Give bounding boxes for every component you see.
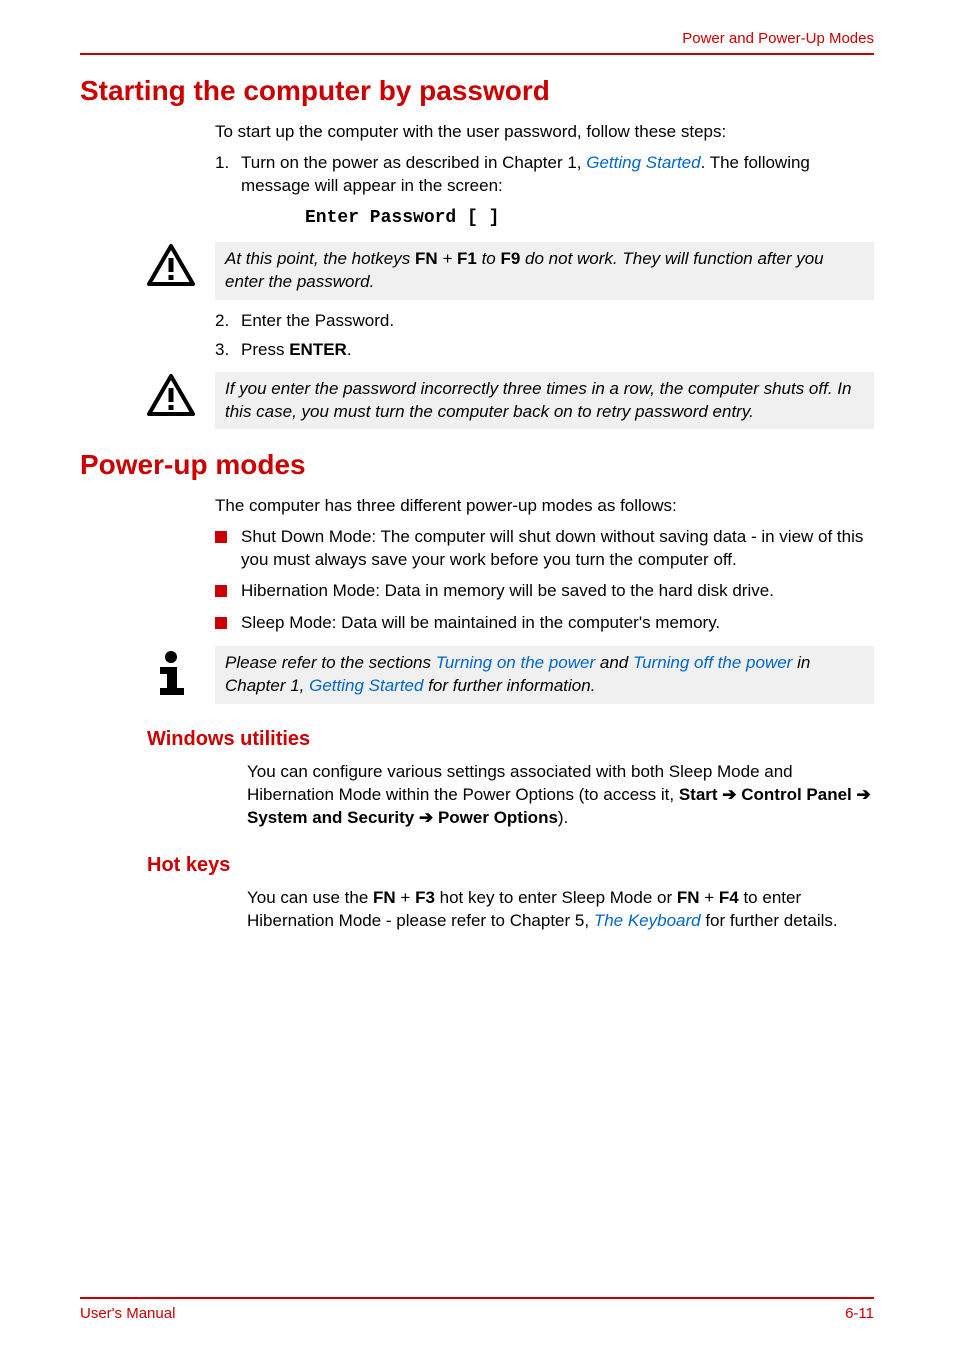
- step1-num: 1.: [215, 152, 241, 198]
- sub2-fn2: FN: [677, 888, 700, 907]
- bullet1: Shut Down Mode: The computer will shut d…: [215, 526, 874, 572]
- section2-intro: The computer has three different power-u…: [215, 495, 874, 518]
- getting-started-link-2[interactable]: Getting Started: [309, 676, 423, 695]
- bullet2-text: Hibernation Mode: Data in memory will be…: [241, 580, 774, 604]
- step2-num: 2.: [215, 310, 241, 333]
- step2: 2. Enter the Password.: [215, 310, 874, 333]
- step1-text-a: Turn on the power as described in Chapte…: [241, 153, 586, 172]
- code-enter-password: Enter Password [ ]: [305, 208, 874, 228]
- section2-heading: Power-up modes: [80, 449, 874, 481]
- footer-left: User's Manual: [80, 1305, 175, 1322]
- step3-a: Press: [241, 340, 289, 359]
- step3-b: .: [347, 340, 352, 359]
- sub1-cp: Control Panel: [741, 785, 852, 804]
- caution1-f1: F1: [457, 249, 477, 268]
- section1-intro: To start up the computer with the user p…: [215, 121, 874, 144]
- footer-right: 6-11: [845, 1305, 874, 1322]
- windows-utilities-heading: Windows utilities: [147, 728, 874, 751]
- sub1-ss: System and Security: [247, 808, 414, 827]
- caution1-to: to: [477, 249, 501, 268]
- arrow-icon: ➔: [414, 808, 438, 827]
- step3-text: Press ENTER.: [241, 339, 352, 362]
- arrow-icon: ➔: [718, 785, 742, 804]
- caution1-content: At this point, the hotkeys FN + F1 to F9…: [215, 242, 874, 300]
- caution2-content: If you enter the password incorrectly th…: [215, 372, 874, 430]
- sub1-start: Start: [679, 785, 718, 804]
- caution-callout-2: If you enter the password incorrectly th…: [147, 372, 874, 430]
- info-a: Please refer to the sections: [225, 653, 436, 672]
- sub2-plus1: +: [396, 888, 415, 907]
- getting-started-link[interactable]: Getting Started: [586, 153, 700, 172]
- bullet1-text: Shut Down Mode: The computer will shut d…: [241, 526, 874, 572]
- sub2-f4: F4: [719, 888, 739, 907]
- windows-utilities-text: You can configure various settings assoc…: [247, 761, 874, 830]
- hot-keys-heading: Hot keys: [147, 854, 874, 877]
- section1-heading: Starting the computer by password: [80, 75, 874, 107]
- bullet-square-icon: [215, 526, 241, 572]
- info-content: Please refer to the sections Turning on …: [215, 646, 874, 704]
- step3-enter: ENTER: [289, 340, 347, 359]
- sub2-a: You can use the: [247, 888, 373, 907]
- sub2-d: for further details.: [701, 911, 838, 930]
- caution1-fn: FN: [415, 249, 438, 268]
- sub2-f3: F3: [415, 888, 435, 907]
- step1-text: Turn on the power as described in Chapte…: [241, 152, 874, 198]
- bullet3-text: Sleep Mode: Data will be maintained in t…: [241, 612, 720, 636]
- sub1-po: Power Options: [438, 808, 558, 827]
- caution-icon-2: [147, 374, 195, 421]
- bullet3: Sleep Mode: Data will be maintained in t…: [215, 612, 874, 636]
- turning-on-link[interactable]: Turning on the power: [436, 653, 595, 672]
- info-c: for further information.: [423, 676, 595, 695]
- footer: User's Manual 6-11: [80, 1297, 874, 1322]
- turning-off-link[interactable]: Turning off the power: [633, 653, 792, 672]
- caution-callout-1: At this point, the hotkeys FN + F1 to F9…: [147, 242, 874, 300]
- caution1-f9: F9: [500, 249, 520, 268]
- footer-rule: [80, 1297, 874, 1299]
- step2-text: Enter the Password.: [241, 310, 394, 333]
- info-and: and: [595, 653, 633, 672]
- caution1-a: At this point, the hotkeys: [225, 249, 415, 268]
- bullet-square-icon: [215, 612, 241, 636]
- bullet-square-icon: [215, 580, 241, 604]
- arrow-icon: ➔: [852, 785, 871, 804]
- sub2-b: hot key to enter Sleep Mode or: [435, 888, 677, 907]
- sub2-fn1: FN: [373, 888, 396, 907]
- sub2-plus2: +: [700, 888, 719, 907]
- info-icon: [147, 648, 195, 701]
- header-rule: [80, 53, 874, 55]
- hot-keys-text: You can use the FN + F3 hot key to enter…: [247, 887, 874, 933]
- info-callout: Please refer to the sections Turning on …: [147, 646, 874, 704]
- keyboard-link[interactable]: The Keyboard: [594, 911, 701, 930]
- step1: 1. Turn on the power as described in Cha…: [215, 152, 874, 198]
- step3: 3. Press ENTER.: [215, 339, 874, 362]
- header-right-text: Power and Power-Up Modes: [80, 30, 874, 53]
- caution-icon: [147, 244, 195, 291]
- step3-num: 3.: [215, 339, 241, 362]
- sub1-b: ).: [558, 808, 568, 827]
- bullet2: Hibernation Mode: Data in memory will be…: [215, 580, 874, 604]
- caution1-plus: +: [438, 249, 457, 268]
